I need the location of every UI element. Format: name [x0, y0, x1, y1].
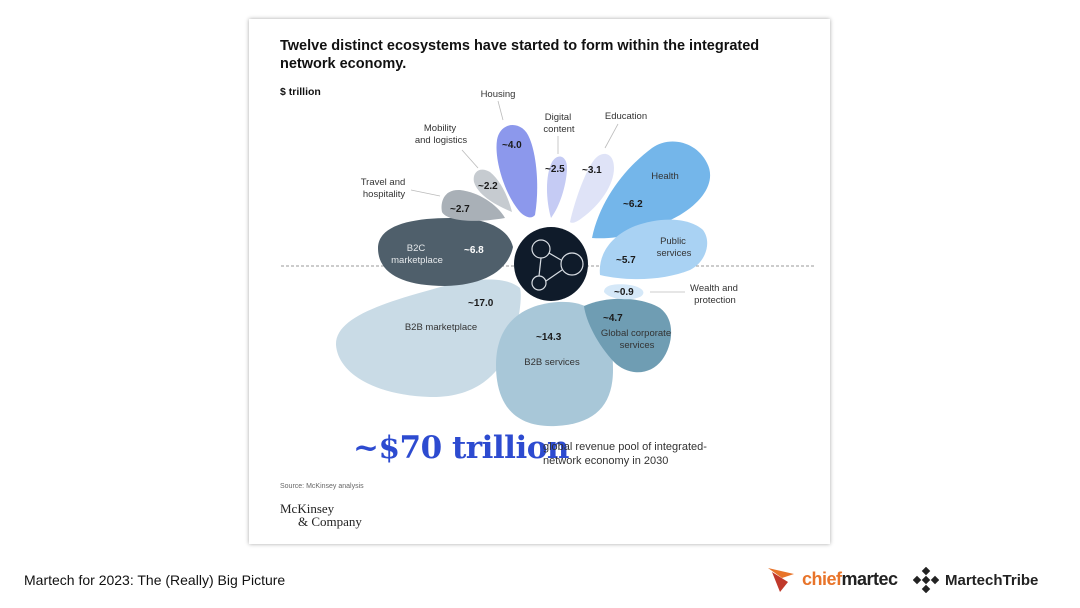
label-health: Health	[651, 171, 678, 182]
label-mobility-1: Mobility	[424, 123, 456, 134]
petal-global-corporate-services	[584, 298, 672, 373]
leader-housing	[497, 100, 504, 121]
value-global-corporate-services: ~4.7	[603, 313, 623, 324]
unit-label: $ trillion	[280, 86, 321, 98]
value-housing: ~4.0	[502, 140, 522, 151]
label-housing: Housing	[481, 89, 516, 100]
label-public-2: services	[657, 248, 692, 259]
value-b2c-marketplace: ~6.8	[464, 245, 484, 256]
leader-education	[604, 123, 619, 149]
chiefmartec-text-b: martec	[841, 568, 899, 589]
petal-health	[592, 141, 711, 239]
value-wealth-protection: ~0.9	[614, 287, 634, 298]
label-digital-2: content	[543, 124, 575, 135]
value-travel-hospitality: ~2.7	[450, 204, 470, 215]
value-education: ~3.1	[582, 165, 602, 176]
value-b2b-services: ~14.3	[536, 332, 562, 343]
leader-mobility	[461, 149, 479, 169]
petal-wealth-protection	[604, 284, 644, 300]
label-b2b-marketplace: B2B marketplace	[405, 322, 477, 333]
label-gcs-1: Global corporate	[601, 328, 671, 339]
petal-b2b-services	[496, 301, 613, 427]
petal-public-services	[599, 219, 708, 280]
petal-digital-content	[547, 156, 568, 218]
label-wealth-2: protection	[694, 295, 736, 306]
label-travel-2: hospitality	[363, 189, 405, 200]
total-description: global revenue pool of integrated-networ…	[543, 441, 707, 467]
label-wealth-1: Wealth and	[690, 283, 738, 294]
label-b2c-2: marketplace	[391, 255, 443, 266]
slide-caption: Martech for 2023: The (Really) Big Pictu…	[24, 572, 286, 588]
chiefmartec-logo: chiefmartec	[766, 562, 898, 596]
value-health: ~6.2	[623, 199, 643, 210]
leader-travel	[410, 189, 441, 197]
label-b2c-1: B2C	[407, 243, 426, 254]
source-note: Source: McKinsey analysis	[280, 483, 364, 490]
petal-travel-hospitality	[441, 189, 505, 221]
martechtribe-logo: MartechTribe	[913, 566, 1038, 594]
label-education: Education	[605, 111, 647, 122]
chiefmartec-mark-icon	[768, 568, 794, 592]
petal-b2b-marketplace	[335, 279, 521, 398]
label-gcs-2: services	[620, 340, 655, 351]
network-icon	[531, 239, 584, 291]
martechtribe-text: MartechTribe	[945, 571, 1039, 589]
label-mobility-2: and logistics	[415, 135, 468, 146]
petal-education	[570, 153, 614, 223]
value-public-services: ~5.7	[616, 255, 636, 266]
petal-mobility-logistics	[473, 169, 512, 212]
martechtribe-mark-icon	[913, 567, 939, 593]
total-figure: ~$70 trillion	[353, 430, 569, 466]
petal-b2c-marketplace	[378, 217, 513, 286]
label-b2b-services: B2B services	[524, 357, 580, 368]
label-public-1: Public	[660, 236, 686, 247]
value-digital-content: ~2.5	[545, 164, 565, 175]
mckinsey-logo-line2: & Company	[298, 514, 362, 529]
label-travel-1: Travel and	[361, 177, 406, 188]
chiefmartec-text-a: chief	[802, 568, 842, 589]
mckinsey-logo: McKinsey & Company	[280, 502, 362, 528]
value-mobility-logistics: ~2.2	[478, 181, 498, 192]
value-b2b-marketplace: ~17.0	[468, 298, 494, 309]
center-hub	[514, 227, 588, 301]
label-digital-1: Digital	[545, 112, 571, 123]
mckinsey-logo-line1: McKinsey	[280, 501, 335, 516]
chart-title: Twelve distinct ecosystems have started …	[280, 38, 760, 72]
petal-housing	[496, 124, 538, 218]
